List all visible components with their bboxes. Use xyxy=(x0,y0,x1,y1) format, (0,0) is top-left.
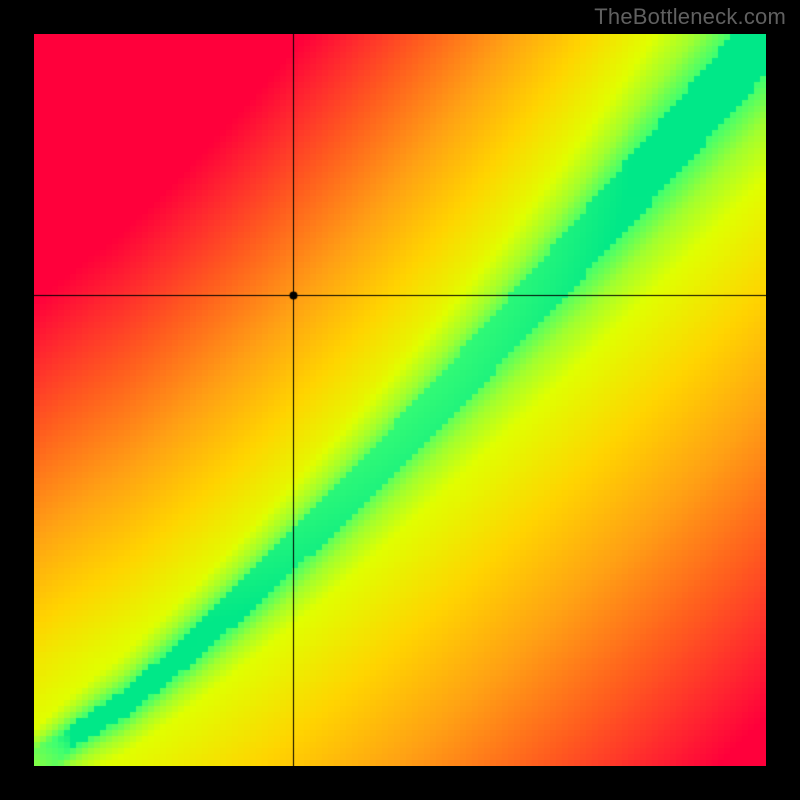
plot-area xyxy=(34,34,766,766)
chart-container: TheBottleneck.com xyxy=(0,0,800,800)
watermark-text: TheBottleneck.com xyxy=(594,4,786,30)
bottleneck-heatmap xyxy=(34,34,766,766)
